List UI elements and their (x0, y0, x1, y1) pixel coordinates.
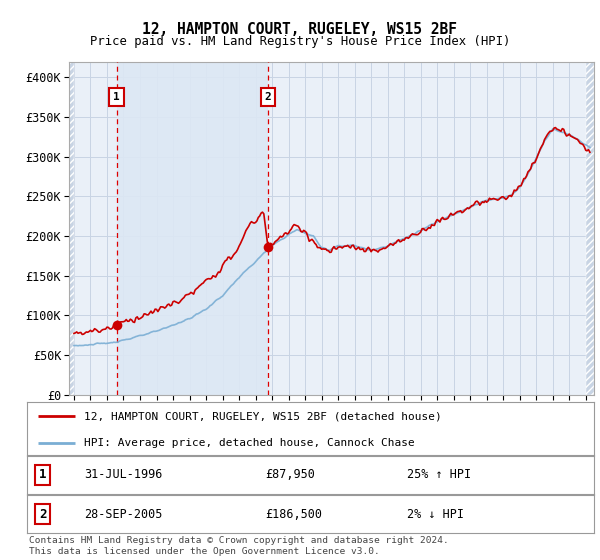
Bar (69, 62, 74, 395)
Text: 1: 1 (39, 468, 47, 482)
Text: 2: 2 (265, 92, 271, 102)
Text: 12, HAMPTON COURT, RUGELEY, WS15 2BF: 12, HAMPTON COURT, RUGELEY, WS15 2BF (143, 22, 458, 38)
Text: Price paid vs. HM Land Registry's House Price Index (HPI): Price paid vs. HM Land Registry's House … (90, 35, 510, 48)
Text: Contains HM Land Registry data © Crown copyright and database right 2024.
This d: Contains HM Land Registry data © Crown c… (29, 536, 449, 556)
Text: 12, HAMPTON COURT, RUGELEY, WS15 2BF (detached house): 12, HAMPTON COURT, RUGELEY, WS15 2BF (de… (84, 412, 442, 422)
Text: £186,500: £186,500 (265, 507, 322, 521)
Text: 25% ↑ HPI: 25% ↑ HPI (407, 468, 471, 482)
Text: 28-SEP-2005: 28-SEP-2005 (84, 507, 162, 521)
Bar (69, 62, 74, 395)
Text: 2% ↓ HPI: 2% ↓ HPI (407, 507, 464, 521)
Bar (586, 62, 594, 395)
Bar (116, 62, 268, 395)
Text: £87,950: £87,950 (265, 468, 315, 482)
Text: 1: 1 (113, 92, 120, 102)
Bar (586, 62, 594, 395)
Text: 31-JUL-1996: 31-JUL-1996 (84, 468, 162, 482)
Text: HPI: Average price, detached house, Cannock Chase: HPI: Average price, detached house, Cann… (84, 438, 415, 448)
Text: 2: 2 (39, 507, 47, 521)
